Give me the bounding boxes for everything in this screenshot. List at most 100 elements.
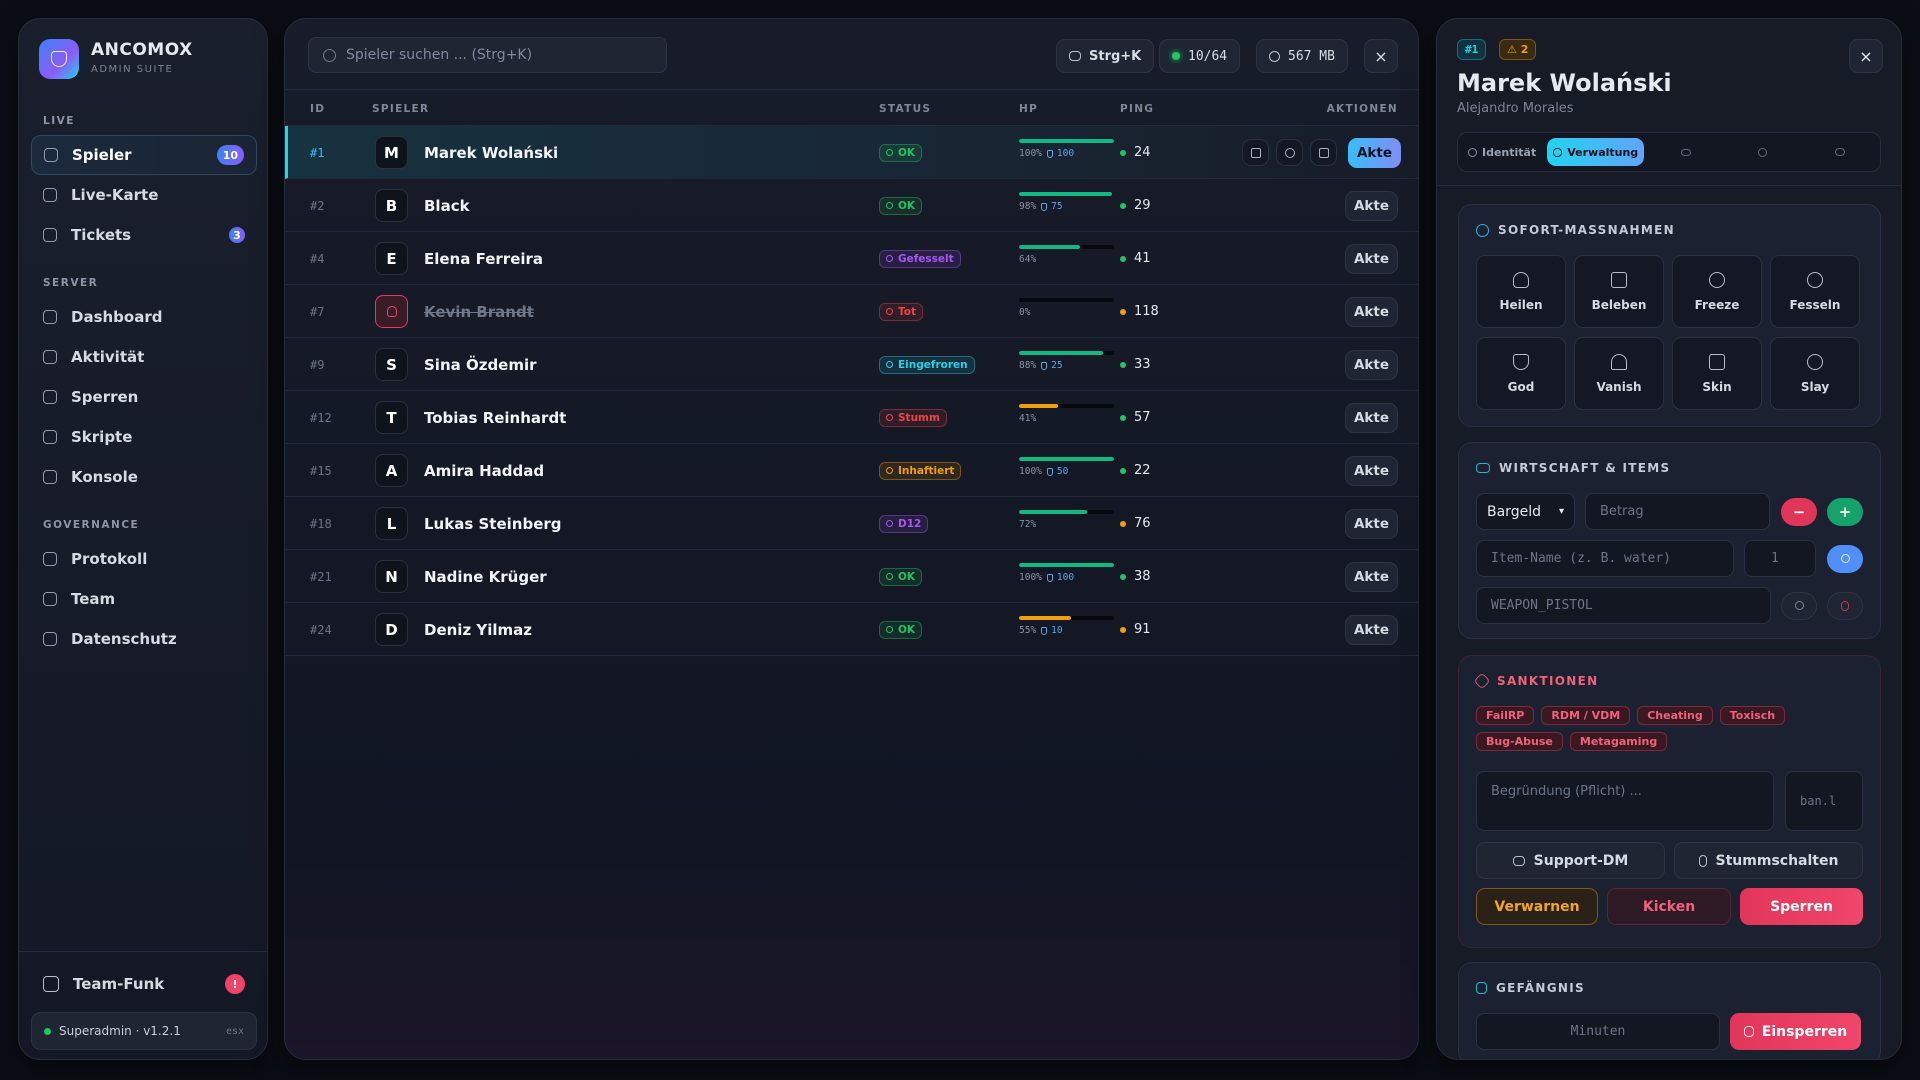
reason-tag[interactable]: Bug-Abuse	[1476, 732, 1563, 751]
nav-section-title: SERVER	[43, 277, 99, 289]
armor: 100	[1046, 148, 1074, 159]
amount-input[interactable]: Betrag	[1585, 493, 1770, 530]
warn-button[interactable]: Verwarnen	[1476, 888, 1599, 925]
support-dm-button[interactable]: Support-DM	[1476, 842, 1665, 879]
search[interactable]: Spieler suchen ... (Strg+K)	[308, 37, 667, 73]
nav-item[interactable]: Skripte	[31, 417, 257, 457]
status-icon	[886, 202, 893, 209]
icon	[1284, 147, 1295, 158]
nav-item[interactable]: Datenschutz	[31, 619, 257, 659]
plus-button[interactable]: +	[1827, 497, 1863, 526]
akte-button[interactable]: Akte	[1348, 137, 1401, 168]
remove-weapon-button[interactable]	[1827, 591, 1863, 620]
player-row[interactable]: #15 A Amira Haddad Inhaftiert 100% 50 22 Akte	[285, 444, 1418, 497]
armor-icon	[1041, 361, 1048, 370]
reason-tag[interactable]: RDM / VDM	[1541, 706, 1631, 725]
player-row[interactable]: #1 M Marek Wolański OK 100% 100 24 Akte	[285, 126, 1418, 179]
action-tile[interactable]: Slay	[1770, 337, 1860, 410]
nav-item[interactable]: Spieler 10	[31, 135, 257, 175]
table-header: ID SPIELER STATUS HP PING AKTIONEN	[285, 89, 1418, 126]
icon-button[interactable]	[1276, 139, 1303, 166]
player-name: Deniz Yilmaz	[424, 620, 533, 639]
icon	[1318, 147, 1329, 158]
reason-tag[interactable]: Metagaming	[1569, 732, 1668, 751]
akte-button[interactable]: Akte	[1345, 190, 1398, 221]
player-row[interactable]: #4 E Elena Ferreira Gefesselt 64% 41 Akte	[285, 232, 1418, 285]
status-icon	[886, 149, 893, 156]
user-footer[interactable]: Superadmin · v1.2.1 esx	[31, 1012, 257, 1050]
icon-button[interactable]	[1310, 139, 1337, 166]
close-button[interactable]: ×	[1849, 39, 1883, 73]
akte-button[interactable]: Akte	[1345, 243, 1398, 274]
reason-tag[interactable]: Toxisch	[1719, 706, 1786, 725]
akte-button[interactable]: Akte	[1345, 349, 1398, 380]
avatar-initial: L	[386, 514, 397, 533]
reason-tag[interactable]: FailRP	[1476, 706, 1535, 725]
item-input[interactable]: Item-Name (z. B. water)	[1476, 540, 1734, 577]
avatar: M	[375, 136, 408, 169]
armor-value: 100	[1056, 572, 1075, 583]
player-row[interactable]: #18 L Lukas Steinberg D12 72% 76 Akte	[285, 497, 1418, 550]
action-tile[interactable]: Vanish	[1574, 337, 1664, 410]
footer-tag: esx	[225, 1025, 244, 1037]
akte-button[interactable]: Akte	[1345, 561, 1398, 592]
action-tile[interactable]: Beleben	[1574, 255, 1664, 328]
hp-cell: 55% 10	[1019, 616, 1119, 636]
give-item-button[interactable]	[1827, 544, 1863, 573]
duration-input[interactable]: ban.l	[1785, 771, 1863, 831]
nav-item[interactable]: Protokoll	[31, 539, 257, 579]
player-row[interactable]: #2 B Black OK 98% 75 29 Akte	[285, 179, 1418, 232]
icon-button[interactable]	[1242, 139, 1269, 166]
reason-input[interactable]: Begründung (Pflicht) ...	[1476, 771, 1774, 831]
player-row[interactable]: #9 S Sina Özdemir Eingefroren 88% 25 33 Akte	[285, 338, 1418, 391]
nav-item[interactable]: Konsole	[31, 457, 257, 497]
player-row[interactable]: #21 N Nadine Krüger OK 100% 100 38 Akte	[285, 550, 1418, 603]
give-weapon-button[interactable]	[1781, 591, 1817, 620]
tab[interactable]	[1650, 138, 1721, 166]
shortcut[interactable]: Strg+K	[1056, 39, 1155, 73]
nav-item[interactable]: Live-Karte	[31, 175, 257, 215]
team-funk[interactable]: Team-Funk!	[31, 964, 257, 1004]
mute-button[interactable]: Stummschalten	[1674, 842, 1863, 879]
quantity-input[interactable]: 1	[1744, 540, 1816, 577]
tab[interactable]: Identität	[1463, 138, 1541, 166]
nav-item[interactable]: Tickets 3	[31, 215, 257, 255]
status-cell: OK	[879, 550, 923, 603]
reason-tag[interactable]: Cheating	[1637, 706, 1713, 725]
action-tile[interactable]: Heilen	[1476, 255, 1566, 328]
tab[interactable]	[1804, 138, 1875, 166]
jail-button[interactable]: Einsperren	[1730, 1013, 1861, 1050]
action-tile[interactable]: God	[1476, 337, 1566, 410]
nav-item[interactable]: Aktivität	[31, 337, 257, 377]
akte-button[interactable]: Akte	[1345, 614, 1398, 645]
nav-item[interactable]: Dashboard	[31, 297, 257, 337]
action-tile[interactable]: Freeze	[1672, 255, 1762, 328]
tab[interactable]	[1727, 138, 1798, 166]
player-row[interactable]: #24 D Deniz Yilmaz OK 55% 10 91 Akte	[285, 603, 1418, 656]
nav-item[interactable]: Sperren	[31, 377, 257, 417]
label: 10/64	[1188, 48, 1228, 64]
nav-item[interactable]: Team	[31, 579, 257, 619]
weapon-input[interactable]: WEAPON_PISTOL	[1476, 587, 1771, 624]
player-row[interactable]: #7 Kevin Brandt Tot 0% 118 Akte	[285, 285, 1418, 338]
akte-button[interactable]: Akte	[1345, 508, 1398, 539]
ban-button[interactable]: Sperren	[1740, 888, 1863, 925]
tab-active[interactable]: Verwaltung	[1547, 138, 1645, 166]
status-cell: Tot	[879, 285, 924, 338]
minutes-input[interactable]: Minuten	[1476, 1013, 1720, 1050]
hp-cell: 0%	[1019, 298, 1119, 318]
hp-track	[1019, 616, 1114, 620]
close-button[interactable]: ×	[1364, 39, 1398, 73]
account-select[interactable]: Bargeld ▾	[1476, 493, 1575, 530]
action-tile[interactable]: Fesseln	[1770, 255, 1860, 328]
akte-button[interactable]: Akte	[1345, 296, 1398, 327]
icon	[43, 228, 57, 242]
value: Bargeld	[1487, 503, 1541, 520]
kick-button[interactable]: Kicken	[1607, 888, 1732, 925]
action-tile[interactable]: Skin	[1672, 337, 1762, 410]
player-row[interactable]: #12 T Tobias Reinhardt Stumm 41% 57 Akte	[285, 391, 1418, 444]
minus-button[interactable]: −	[1781, 497, 1817, 526]
action-label: Freeze	[1694, 297, 1740, 312]
akte-button[interactable]: Akte	[1345, 402, 1398, 433]
akte-button[interactable]: Akte	[1345, 455, 1398, 486]
